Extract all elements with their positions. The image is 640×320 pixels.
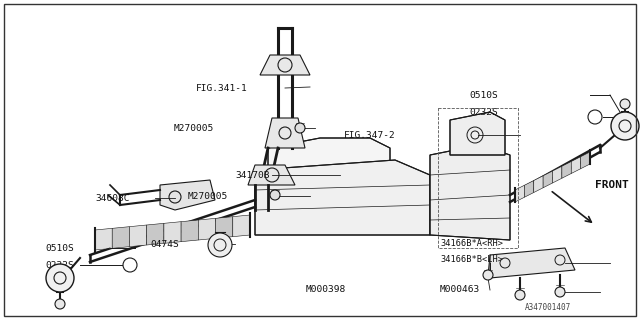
Polygon shape xyxy=(216,217,233,238)
Text: 34608C: 34608C xyxy=(95,194,129,203)
Polygon shape xyxy=(233,215,250,237)
Polygon shape xyxy=(430,145,510,240)
Circle shape xyxy=(55,299,65,309)
Text: M270005: M270005 xyxy=(188,191,228,201)
Text: 0510S: 0510S xyxy=(45,244,74,252)
Text: 0510S: 0510S xyxy=(469,91,498,100)
Circle shape xyxy=(270,190,280,200)
Circle shape xyxy=(620,99,630,109)
Polygon shape xyxy=(572,157,580,173)
Polygon shape xyxy=(181,220,198,242)
Circle shape xyxy=(46,264,74,292)
Text: A347001407: A347001407 xyxy=(525,303,572,313)
Text: FRONT: FRONT xyxy=(595,180,628,190)
Polygon shape xyxy=(248,165,295,185)
Circle shape xyxy=(483,270,493,280)
Circle shape xyxy=(208,233,232,257)
Text: M000463: M000463 xyxy=(440,285,480,294)
Circle shape xyxy=(515,290,525,300)
Polygon shape xyxy=(160,180,215,210)
Bar xyxy=(438,108,518,248)
Polygon shape xyxy=(543,171,552,188)
Polygon shape xyxy=(534,176,543,193)
Text: M270005: M270005 xyxy=(174,124,214,132)
Circle shape xyxy=(295,123,305,133)
Text: M000398: M000398 xyxy=(306,285,346,294)
Text: 34170B: 34170B xyxy=(235,171,269,180)
Text: 34166B*A<RH>: 34166B*A<RH> xyxy=(440,238,503,247)
Polygon shape xyxy=(515,185,524,202)
Text: 0474S: 0474S xyxy=(150,239,179,249)
Polygon shape xyxy=(268,138,390,175)
Text: 0232S: 0232S xyxy=(469,108,498,116)
Text: 34166B*B<LH>: 34166B*B<LH> xyxy=(440,255,503,265)
Polygon shape xyxy=(265,118,305,148)
Polygon shape xyxy=(450,112,505,155)
Polygon shape xyxy=(164,222,181,243)
Polygon shape xyxy=(198,218,216,240)
Polygon shape xyxy=(129,225,147,247)
Text: 0232S: 0232S xyxy=(45,260,74,269)
Polygon shape xyxy=(112,227,129,248)
Polygon shape xyxy=(580,152,590,169)
Polygon shape xyxy=(524,180,534,197)
Polygon shape xyxy=(147,223,164,245)
Text: FIG.347-2: FIG.347-2 xyxy=(344,131,396,140)
Polygon shape xyxy=(490,248,575,278)
Circle shape xyxy=(588,110,602,124)
Circle shape xyxy=(555,287,565,297)
Circle shape xyxy=(123,258,137,272)
Polygon shape xyxy=(255,160,430,235)
Polygon shape xyxy=(562,162,572,178)
Text: FIG.341-1: FIG.341-1 xyxy=(196,84,248,92)
Polygon shape xyxy=(95,228,112,250)
Polygon shape xyxy=(260,55,310,75)
Polygon shape xyxy=(552,166,562,183)
Circle shape xyxy=(611,112,639,140)
